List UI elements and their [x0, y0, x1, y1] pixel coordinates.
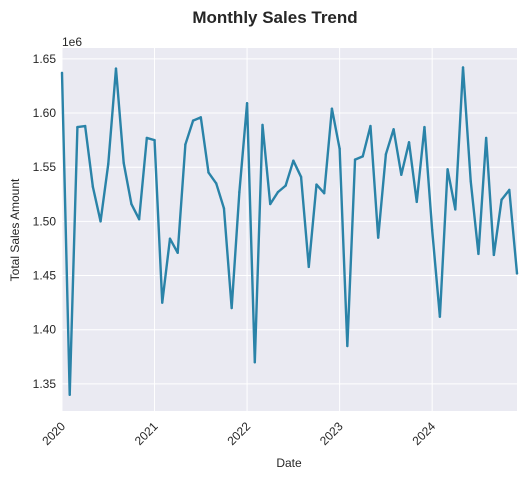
- data-point: [423, 125, 426, 129]
- data-point: [292, 159, 295, 162]
- data-point: [91, 185, 95, 188]
- data-point: [338, 147, 341, 150]
- y-tick-label: 1.50: [33, 214, 57, 228]
- data-point: [184, 143, 187, 146]
- data-point: [153, 138, 156, 142]
- data-point: [199, 116, 203, 119]
- data-point: [269, 202, 272, 206]
- y-tick-label: 1.55: [33, 160, 57, 174]
- data-point: [400, 173, 403, 176]
- data-point: [176, 251, 179, 254]
- data-point: [284, 184, 287, 187]
- data-point: [330, 107, 334, 110]
- data-point: [346, 344, 349, 348]
- data-point: [384, 152, 388, 156]
- data-point: [191, 119, 195, 122]
- data-point: [114, 67, 118, 70]
- data-point: [500, 198, 503, 201]
- data-point: [99, 220, 102, 223]
- data-point: [407, 141, 411, 144]
- data-point: [299, 175, 303, 179]
- y-offset-label: 1e6: [62, 35, 82, 49]
- data-point: [492, 253, 496, 257]
- chart-title: Monthly Sales Trend: [192, 8, 357, 27]
- data-point: [68, 393, 71, 396]
- y-tick-label: 1.35: [33, 377, 57, 391]
- data-point: [454, 208, 457, 211]
- x-tick-labels: 2020 2021 2022 2023 2024: [39, 419, 438, 448]
- x-tick-label: 2024: [410, 419, 439, 448]
- y-tick-label: 1.40: [33, 323, 57, 337]
- data-point: [415, 200, 418, 204]
- data-point: [137, 218, 141, 221]
- data-point: [122, 161, 125, 165]
- data-point: [145, 136, 149, 140]
- data-point: [392, 128, 395, 131]
- data-point: [353, 158, 357, 161]
- data-point: [323, 192, 326, 195]
- y-tick-label: 1.60: [33, 106, 57, 120]
- y-tick-label: 1.45: [33, 269, 57, 283]
- data-point: [484, 136, 488, 140]
- data-point: [276, 190, 280, 194]
- y-gridlines: [62, 58, 517, 385]
- data-point: [515, 272, 519, 275]
- data-point: [461, 66, 465, 69]
- data-point: [446, 168, 449, 171]
- data-point: [168, 237, 172, 240]
- data-point: [76, 125, 79, 129]
- data-point: [430, 228, 434, 232]
- y-tick-labels: 1.35 1.40 1.45 1.50 1.55 1.60 1.65: [33, 52, 57, 391]
- data-point: [369, 124, 372, 128]
- data-point: [376, 236, 380, 239]
- data-point: [477, 252, 480, 256]
- data-point: [83, 124, 87, 128]
- data-point: [315, 183, 318, 186]
- x-tick-label: 2021: [132, 419, 161, 448]
- series-layer: [60, 66, 519, 396]
- data-point: [245, 102, 249, 105]
- data-point: [130, 202, 133, 206]
- data-point: [207, 171, 210, 174]
- data-point: [469, 180, 472, 183]
- x-axis-label: Date: [276, 456, 302, 470]
- data-point: [253, 361, 256, 364]
- x-tick-label: 2022: [224, 419, 253, 448]
- y-tick-label: 1.65: [33, 52, 57, 66]
- data-point: [107, 162, 110, 166]
- data-point: [307, 265, 310, 269]
- data-point: [508, 188, 511, 192]
- x-tick-label: 2023: [317, 419, 346, 448]
- data-point: [215, 182, 218, 185]
- data-point: [361, 155, 364, 158]
- plot-background: [62, 48, 517, 411]
- y-axis-label: Total Sales Amount: [8, 178, 22, 281]
- data-point: [161, 301, 164, 304]
- data-point: [60, 71, 64, 75]
- data-point: [230, 306, 233, 310]
- data-point: [222, 207, 226, 210]
- data-point: [438, 315, 442, 318]
- x-tick-label: 2020: [39, 419, 68, 448]
- series-line: [60, 66, 519, 396]
- data-point: [238, 190, 241, 194]
- data-point: [261, 123, 264, 127]
